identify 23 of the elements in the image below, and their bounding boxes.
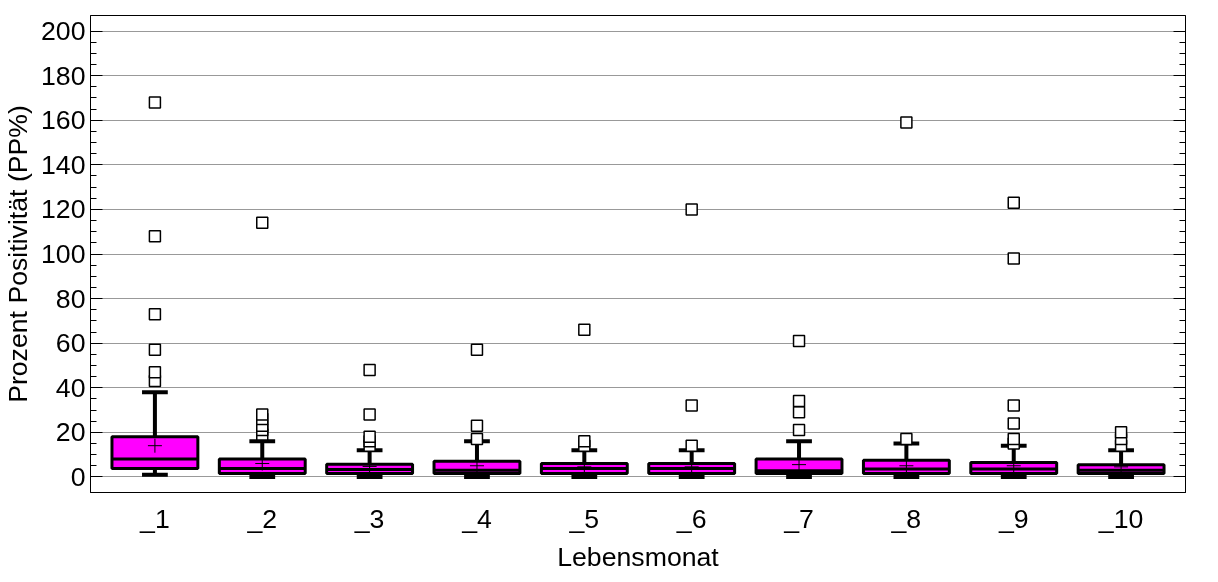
x-tick-label: _7 [783, 503, 814, 534]
x-tick-label: _2 [246, 503, 278, 534]
x-tick-label: _10 [1097, 503, 1144, 534]
y-tick-label: 140 [41, 149, 86, 180]
y-tick-label: 80 [55, 283, 86, 314]
y-tick-label: 40 [55, 372, 86, 403]
x-tick-label: _9 [997, 503, 1029, 534]
x-tick-label: _5 [568, 503, 600, 534]
y-tick-label: 100 [41, 239, 86, 269]
x-tick-label: _4 [461, 503, 492, 534]
x-axis-title: Lebensmonat [557, 541, 720, 572]
y-tick-label: 0 [70, 461, 86, 492]
y-tick-label: 160 [41, 105, 86, 136]
y-axis-title: Prozent Positivität (PP%) [3, 105, 34, 403]
x-tick-label: _8 [890, 503, 922, 534]
y-tick-label: 120 [41, 194, 86, 225]
y-tick-label: 20 [55, 417, 86, 448]
y-tick-label: 60 [55, 328, 86, 359]
y-tick-label: 180 [41, 60, 86, 91]
y-tick-label: 200 [41, 16, 86, 47]
x-tick-label: _1 [139, 503, 170, 534]
x-tick-label: _6 [675, 503, 707, 534]
x-tick-label: _3 [353, 503, 385, 534]
